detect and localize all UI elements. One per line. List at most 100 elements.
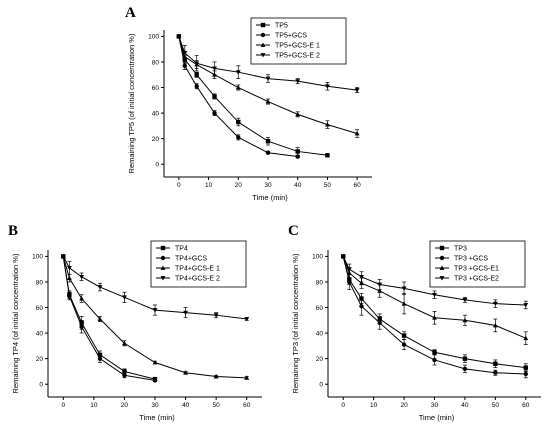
- x-tick-label: 0: [177, 182, 181, 189]
- data-point: [265, 150, 271, 155]
- x-tick-label: 60: [522, 402, 530, 409]
- data-point: [377, 288, 383, 293]
- legend-label: TP5+GCS: [275, 33, 307, 40]
- data-point: [66, 265, 72, 271]
- data-point: [325, 153, 330, 158]
- x-tick-label: 40: [461, 402, 469, 409]
- x-tick-label: 20: [235, 182, 243, 189]
- x-tick-label: 20: [121, 402, 129, 409]
- series-4: [60, 254, 250, 322]
- data-point: [401, 342, 407, 347]
- legend-label: TP4: [175, 246, 188, 253]
- data-point: [235, 70, 241, 75]
- data-point: [152, 359, 158, 365]
- legend-marker: [160, 245, 166, 251]
- data-point: [493, 370, 498, 375]
- data-point: [346, 267, 352, 272]
- y-tick-label: 40: [152, 110, 160, 117]
- legend-label: TP5+GCS-E 2: [275, 53, 320, 60]
- legend-marker: [160, 265, 166, 270]
- data-point: [194, 72, 199, 77]
- legend: TP5 TP5+GCS TP5+GCS-E 1 TP5+GCS-E 2: [250, 17, 347, 65]
- data-point: [377, 320, 382, 326]
- data-point: [183, 310, 188, 316]
- data-point: [244, 317, 250, 322]
- data-point: [432, 292, 437, 298]
- legend-marker: [260, 22, 266, 28]
- data-point: [295, 154, 300, 159]
- series-line: [62, 256, 156, 381]
- legend-marker: [160, 276, 166, 281]
- y-tick-label: 40: [316, 330, 324, 337]
- legend-box: [429, 240, 526, 288]
- y-tick-label: 60: [36, 305, 44, 312]
- data-point: [194, 61, 200, 66]
- data-point: [182, 51, 188, 56]
- data-point: [295, 79, 301, 84]
- data-point: [213, 374, 219, 379]
- data-point: [401, 286, 407, 291]
- panel-c: C 0 10 20 30 40 50 60 0 20 40 60 80 100 Time (min) Rema…: [288, 223, 541, 422]
- y-axis-label: Remaining TP5 (of initial concentration …: [127, 33, 136, 173]
- x-tick-label: 50: [324, 182, 332, 189]
- series-3: [340, 253, 529, 345]
- y-tick-label: 80: [152, 59, 160, 66]
- x-tick-label: 50: [492, 402, 500, 409]
- data-point: [60, 254, 66, 259]
- y-axis-label: Remaining TP4 (of initial concentration …: [11, 253, 20, 393]
- legend-label: TP3 +GCS: [454, 256, 488, 263]
- y-tick-label: 60: [316, 305, 324, 312]
- data-point: [66, 275, 72, 281]
- data-point: [325, 122, 330, 127]
- legend-marker: [160, 255, 166, 261]
- y-tick-label: 100: [148, 34, 159, 41]
- data-point: [122, 340, 127, 346]
- x-axis-label: Time (min): [419, 413, 455, 422]
- y-tick-label: 80: [36, 279, 44, 286]
- data-point: [176, 34, 182, 39]
- data-point: [432, 357, 437, 363]
- y-tick-label: 0: [39, 382, 43, 389]
- panel-b: B 0 10 20 30 40 50 60 0 20 40 60 80 100 Time (min) Rema…: [8, 223, 262, 422]
- legend-marker: [439, 255, 445, 261]
- series-1: [61, 254, 158, 382]
- data-point: [523, 365, 528, 370]
- series-line: [62, 256, 156, 380]
- x-tick-label: 0: [61, 402, 65, 409]
- data-point: [265, 139, 271, 144]
- legend-label: TP3: [454, 246, 467, 253]
- data-point: [492, 322, 498, 328]
- y-tick-label: 20: [152, 136, 160, 143]
- y-tick-label: 100: [32, 254, 43, 261]
- data-point: [432, 315, 437, 320]
- legend-label: TP5: [275, 23, 288, 30]
- data-point: [235, 84, 241, 90]
- panel-letter: A: [125, 5, 136, 21]
- y-tick-label: 60: [152, 85, 160, 92]
- data-point: [401, 333, 407, 338]
- series-4: [176, 34, 360, 93]
- legend-box: [150, 240, 247, 288]
- data-point: [212, 110, 217, 116]
- data-point: [354, 131, 360, 136]
- y-tick-label: 40: [36, 330, 44, 337]
- legend-marker: [260, 32, 266, 38]
- data-point: [492, 301, 498, 307]
- data-point: [462, 317, 468, 323]
- series-4: [340, 254, 529, 310]
- data-point: [523, 335, 529, 341]
- data-point: [122, 373, 127, 378]
- data-point: [432, 350, 437, 355]
- data-point: [523, 303, 529, 308]
- data-point: [325, 84, 330, 89]
- legend-box: [250, 17, 347, 65]
- data-point: [183, 370, 188, 375]
- legend: TP4 TP4+GCS TP4+GCS-E 1 TP4+GCS-E 2: [150, 240, 247, 288]
- legend-label: TP4+GCS: [175, 256, 207, 263]
- x-tick-label: 40: [294, 182, 302, 189]
- data-point: [152, 378, 158, 383]
- legend-label: TP5+GCS-E 1: [275, 43, 320, 50]
- x-tick-label: 10: [370, 402, 378, 409]
- data-point: [79, 274, 85, 280]
